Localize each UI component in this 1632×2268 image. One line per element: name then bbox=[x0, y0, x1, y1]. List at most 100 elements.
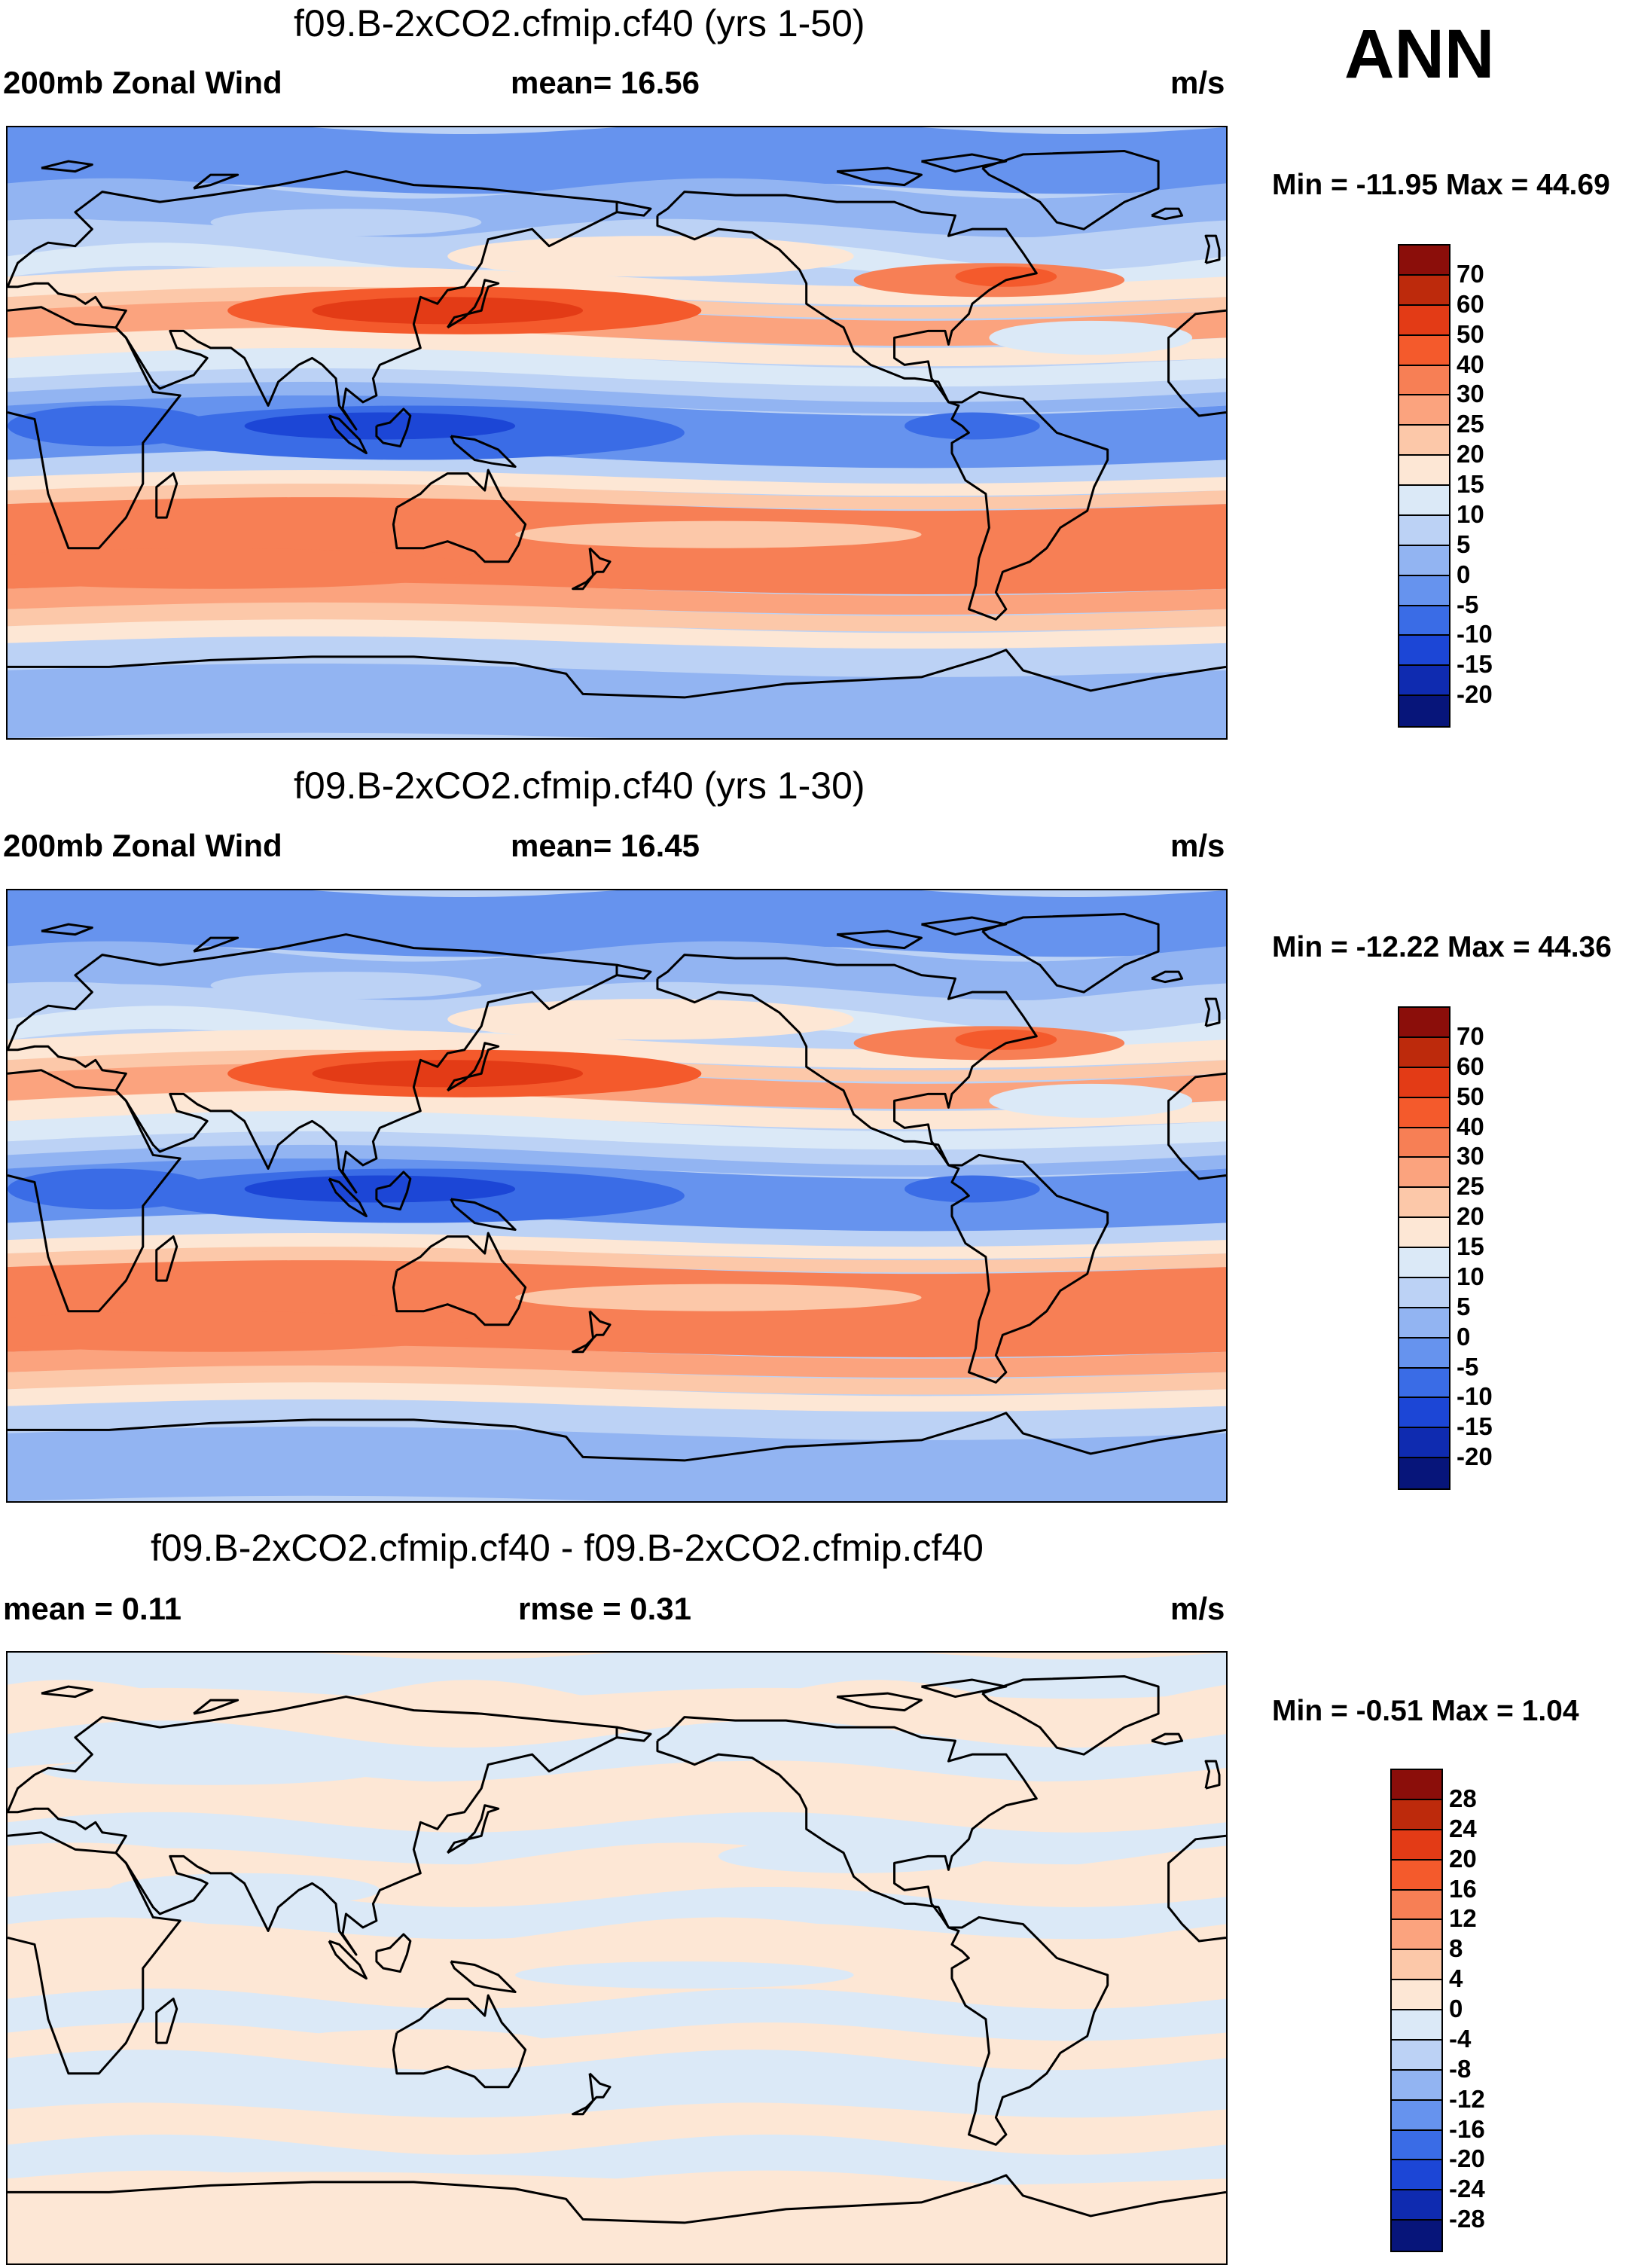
contour-band bbox=[8, 1365, 1226, 1395]
colorbar-swatch bbox=[1392, 1950, 1441, 1981]
contour-cell bbox=[515, 520, 922, 548]
colorbar-tick-label: -28 bbox=[1449, 2205, 1485, 2233]
contour-band bbox=[8, 1680, 1226, 1745]
coastline bbox=[1151, 1732, 1184, 1746]
contour-cell bbox=[515, 1961, 854, 1989]
coastline bbox=[8, 2174, 1226, 2224]
contour-band bbox=[8, 368, 1226, 401]
contour-band bbox=[8, 1247, 1226, 1273]
contour-cell bbox=[210, 209, 482, 237]
contour-cell bbox=[989, 320, 1193, 355]
colorbar-tick-label: 20 bbox=[1457, 1202, 1484, 1231]
colorbar-tick-label: 28 bbox=[1449, 1784, 1477, 1812]
panel-2-min-max: Min = -12.22 Max = 44.36 bbox=[1272, 931, 1612, 963]
colorbar-swatch bbox=[1392, 2160, 1441, 2191]
colorbar-swatch bbox=[1399, 1398, 1449, 1429]
coastline bbox=[8, 933, 618, 1194]
coastline bbox=[836, 1692, 923, 1712]
panel-1-mean-label: mean= 16.56 bbox=[511, 65, 700, 100]
contour-band bbox=[8, 1029, 1226, 1069]
coastline bbox=[572, 1310, 612, 1354]
coastline bbox=[981, 1675, 1160, 1756]
panel-3-title: f09.B-2xCO2.cfmip.cf40 - f09.B-2xCO2.cfm… bbox=[151, 1527, 984, 1569]
colorbar-swatch bbox=[1399, 1008, 1449, 1038]
colorbar-swatch bbox=[1399, 335, 1449, 366]
contour-band bbox=[8, 636, 1226, 676]
colorbar-swatch bbox=[1399, 456, 1449, 486]
colorbar-tick-label: 5 bbox=[1457, 530, 1471, 558]
colorbar-swatch bbox=[1399, 1458, 1449, 1488]
coastline bbox=[656, 191, 1109, 621]
coastline bbox=[328, 414, 368, 455]
colorbar-tick-label: -5 bbox=[1457, 590, 1479, 618]
colorbar-tick-label: -5 bbox=[1457, 1352, 1479, 1381]
panel-1-units-label: m/s bbox=[1170, 65, 1225, 100]
contour-band bbox=[8, 581, 1226, 615]
coastline bbox=[41, 1685, 93, 1699]
contour-band bbox=[8, 470, 1226, 496]
colorbar-tick-label: -15 bbox=[1457, 650, 1493, 679]
coastline bbox=[1204, 234, 1221, 264]
colorbar-swatch bbox=[1392, 1770, 1441, 1800]
coastline bbox=[8, 1412, 1226, 1462]
colorbar-tick-label: 0 bbox=[1449, 1995, 1463, 2022]
coastline bbox=[1167, 1834, 1226, 1943]
colorbar-swatch bbox=[1392, 1920, 1441, 1951]
coastline bbox=[656, 954, 1109, 1384]
colorbar-swatch bbox=[1392, 1860, 1441, 1891]
colorbar-swatch bbox=[1392, 1799, 1441, 1830]
colorbar-swatch bbox=[1399, 1277, 1449, 1308]
colorbar-tick-label: 20 bbox=[1457, 440, 1484, 469]
panel-1-min-max: Min = -11.95 Max = 44.69 bbox=[1272, 169, 1610, 201]
panel-2-colorbar bbox=[1398, 1006, 1450, 1490]
colorbar-tick-label: 50 bbox=[1457, 319, 1484, 348]
contour-band bbox=[8, 450, 1226, 485]
colorbar-tick-label: 15 bbox=[1457, 470, 1484, 498]
contour-cell bbox=[278, 2029, 550, 2057]
contour-band bbox=[8, 381, 1226, 414]
panel-1-title: f09.B-2xCO2.cfmip.cf40 (yrs 1-50) bbox=[294, 2, 865, 44]
coastline bbox=[193, 936, 239, 953]
colorbar-swatch bbox=[1399, 1218, 1449, 1248]
coastline bbox=[656, 1716, 1109, 2146]
colorbar-swatch bbox=[1399, 636, 1449, 667]
colorbar-swatch bbox=[1399, 606, 1449, 636]
contour-cell bbox=[989, 1083, 1193, 1118]
colorbar-swatch bbox=[1399, 1338, 1449, 1369]
coastline bbox=[616, 200, 652, 217]
colorbar-tick-label: 20 bbox=[1449, 1844, 1477, 1873]
coastline bbox=[616, 1726, 652, 1742]
coastline bbox=[155, 1235, 178, 1282]
panel-2-variable-label: 200mb Zonal Wind bbox=[3, 828, 282, 863]
contour-cell bbox=[447, 236, 854, 277]
coastline bbox=[921, 1678, 1008, 1699]
panel-3-units-label: m/s bbox=[1170, 1591, 1225, 1626]
colorbar-tick-label: -10 bbox=[1457, 1382, 1493, 1411]
contour-band bbox=[8, 1426, 1226, 1501]
colorbar-tick-label: -15 bbox=[1457, 1412, 1493, 1441]
colorbar-swatch bbox=[1399, 1308, 1449, 1339]
colorbar-swatch bbox=[1399, 666, 1449, 697]
colorbar-swatch bbox=[1392, 2010, 1441, 2041]
contour-cell bbox=[8, 1311, 482, 1352]
colorbar-swatch bbox=[1399, 1128, 1449, 1158]
panel-3-rmse-label: rmse = 0.31 bbox=[518, 1591, 692, 1626]
coastline bbox=[8, 649, 1226, 699]
coastline bbox=[572, 2072, 612, 2116]
coastline bbox=[155, 472, 178, 519]
colorbar-swatch bbox=[1399, 1428, 1449, 1459]
colorbar-tick-label: 4 bbox=[1449, 1964, 1463, 1993]
coastline bbox=[375, 408, 412, 448]
colorbar-swatch bbox=[1399, 486, 1449, 516]
colorbar-tick-label: 10 bbox=[1457, 499, 1484, 528]
colorbar-tick-label: -24 bbox=[1449, 2175, 1485, 2203]
colorbar-swatch bbox=[1392, 2040, 1441, 2071]
panel-1-colorbar bbox=[1398, 244, 1450, 728]
colorbar-swatch bbox=[1392, 2100, 1441, 2131]
coastline bbox=[1167, 1072, 1226, 1180]
coastline bbox=[193, 1699, 239, 1715]
coastline bbox=[155, 1998, 178, 2044]
contour-band bbox=[8, 1382, 1226, 1412]
contour-cell bbox=[8, 405, 211, 447]
contour-band bbox=[8, 1233, 1226, 1259]
